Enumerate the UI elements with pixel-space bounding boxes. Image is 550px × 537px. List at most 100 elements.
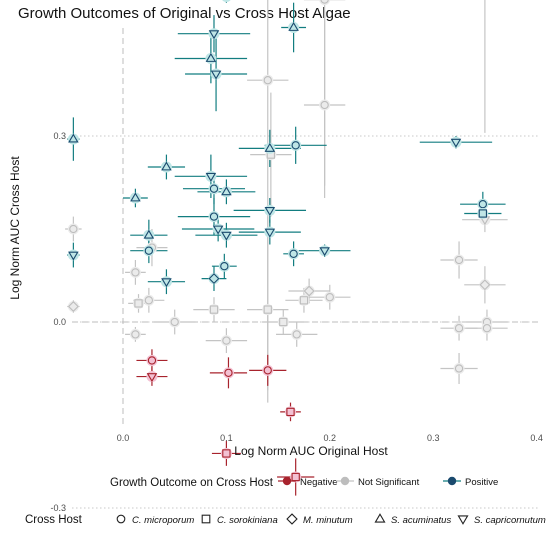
data-point <box>478 209 487 218</box>
legend-key-dot <box>447 476 457 486</box>
error-bars <box>65 0 508 496</box>
data-point <box>208 273 220 285</box>
data-point-halo <box>277 316 289 328</box>
legend-label: C. sorokiniana <box>217 515 278 526</box>
reference-lines <box>72 28 540 428</box>
data-point <box>224 368 233 377</box>
data-point <box>146 373 158 383</box>
data-point <box>303 285 315 297</box>
data-point <box>454 324 464 333</box>
legend-label: Negative <box>300 477 338 488</box>
data-point <box>279 317 288 327</box>
data-point <box>161 161 172 171</box>
data-point <box>479 279 491 291</box>
data-point-halo <box>133 297 145 309</box>
legend-shape <box>116 514 126 524</box>
data-point-halo <box>479 279 491 291</box>
data-point-halo <box>298 294 310 306</box>
data-point <box>292 330 301 339</box>
x-tick-label: 0.1 <box>220 433 233 443</box>
outcome-legend-title: Growth Outcome on Cross Host <box>110 477 274 489</box>
data-point <box>170 317 179 327</box>
data-point <box>144 246 153 255</box>
legend-label: C. microporum <box>132 515 194 526</box>
x-tick-label: 0.0 <box>117 433 130 443</box>
data-point <box>205 172 217 182</box>
y-axis-title: Log Norm AUC Cross Host <box>8 156 22 300</box>
data-point <box>263 76 272 85</box>
data-point <box>264 142 276 152</box>
data-point <box>212 225 224 235</box>
data-point-halo <box>477 208 489 219</box>
y-tick-label: 0.0 <box>53 317 66 327</box>
data-points <box>67 0 493 483</box>
x-axis-ticks: 0.0 0.1 0.2 0.3 0.4 <box>117 433 543 443</box>
data-point <box>221 231 232 241</box>
legend-label: Positive <box>465 477 498 488</box>
data-point-halo <box>303 285 315 297</box>
data-point-halo <box>67 301 79 312</box>
outcome-legend: Growth Outcome on Cross Host Negative Not… <box>110 476 498 489</box>
data-point <box>288 21 299 31</box>
data-point <box>143 229 155 239</box>
data-point <box>205 52 217 62</box>
legend-key-dot <box>340 476 350 486</box>
data-point <box>320 100 329 110</box>
legend-shape <box>201 514 211 524</box>
data-point <box>67 301 79 312</box>
legend-shape <box>457 515 469 525</box>
data-point <box>299 296 309 305</box>
gridlines <box>72 135 540 509</box>
data-point <box>263 366 272 375</box>
data-point-halo <box>222 0 231 2</box>
host-legend-title: Cross Host <box>25 514 83 526</box>
legend-shape <box>374 513 386 523</box>
data-point <box>134 299 143 308</box>
data-point <box>222 336 231 345</box>
data-point <box>319 247 330 257</box>
data-point <box>147 356 157 365</box>
chart-title: Growth Outcomes of Original vs Cross Hos… <box>18 5 351 22</box>
data-point-halo <box>290 471 302 483</box>
data-point <box>325 293 334 302</box>
data-point <box>161 278 172 288</box>
legend-key-dot <box>282 476 292 486</box>
data-point <box>208 30 220 40</box>
data-point <box>264 206 276 216</box>
data-point <box>478 200 487 209</box>
legend-label: M. minutum <box>303 515 353 526</box>
data-point <box>291 141 300 150</box>
data-point <box>210 70 222 80</box>
data-point <box>454 364 464 373</box>
data-point <box>68 133 79 143</box>
x-tick-label: 0.4 <box>530 433 543 443</box>
x-tick-label: 0.3 <box>427 433 440 443</box>
host-legend: Cross Host C. microporum C. sorokiniana M.… <box>25 513 546 526</box>
data-point <box>221 186 232 196</box>
y-tick-label: -0.3 <box>50 503 66 513</box>
data-point <box>264 228 276 238</box>
data-point <box>289 249 298 258</box>
data-point-halo <box>208 273 220 285</box>
legend-label: Not Significant <box>358 477 420 488</box>
data-point <box>209 305 219 314</box>
data-point <box>320 0 329 4</box>
y-axis-ticks: -0.30.00.30.60.9 <box>50 131 66 513</box>
data-point <box>209 184 219 193</box>
x-tick-label: 0.2 <box>324 433 337 443</box>
data-point-halo <box>262 304 274 316</box>
data-point-halo <box>208 304 220 316</box>
data-point <box>222 449 231 458</box>
data-point <box>454 255 464 265</box>
data-point <box>69 224 78 234</box>
data-point <box>131 268 140 277</box>
data-point <box>263 305 272 314</box>
data-point <box>144 296 153 305</box>
legend-label: S. capricornutum <box>474 515 546 526</box>
y-tick-label: 0.3 <box>53 131 66 141</box>
data-point <box>286 407 295 417</box>
data-point-halo <box>220 447 232 459</box>
data-point <box>130 192 141 202</box>
